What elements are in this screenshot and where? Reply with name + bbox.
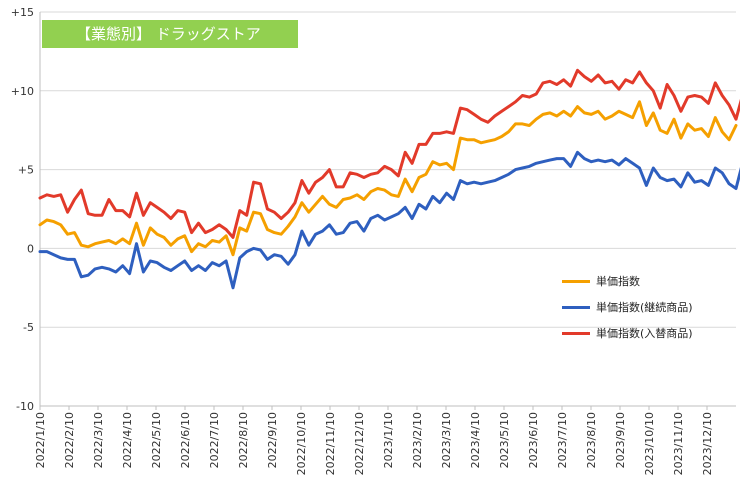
x-tick-label: 2023/7/10 <box>556 412 569 468</box>
chart-title: 【業態別】 ドラッグストア <box>42 20 298 48</box>
series-line <box>38 68 740 239</box>
y-tick-label: -10 <box>16 400 34 413</box>
x-tick-label: 2023/6/10 <box>527 412 540 468</box>
x-tick-label: 2023/11/10 <box>672 412 685 475</box>
legend-item-replaced-products: 単価指数(入替商品) <box>562 320 740 346</box>
x-tick-label: 2022/2/10 <box>63 412 76 468</box>
legend-swatch <box>562 279 590 283</box>
x-tick-label: 2022/5/10 <box>150 412 163 468</box>
x-tick-label: 2022/7/10 <box>208 412 221 468</box>
legend-label: 単価指数(入替商品) <box>596 327 693 340</box>
x-tick-label: 2023/5/10 <box>498 412 511 468</box>
x-tick-label: 2023/12/10 <box>701 412 714 475</box>
grid-lines <box>40 11 736 407</box>
x-tick-label: 2023/4/10 <box>469 412 482 468</box>
y-axis: -10 -5 0 +5 +10 +15 <box>11 6 41 413</box>
series-line <box>38 100 738 257</box>
series-lines <box>38 68 740 290</box>
y-tick-label: +15 <box>11 6 34 19</box>
x-tick-label: 2022/10/10 <box>295 412 308 475</box>
x-tick-label: 2022/1/10 <box>34 412 47 468</box>
x-tick-label: 2022/8/10 <box>237 412 250 468</box>
x-tick-label: 2022/12/10 <box>353 412 366 475</box>
legend-item-continuing-products: 単価指数(継続商品) <box>562 294 740 320</box>
legend-swatch <box>562 305 590 309</box>
x-tick-label: 2023/1/10 <box>382 412 395 468</box>
legend-swatch <box>562 331 590 335</box>
y-tick-label: +5 <box>18 164 34 177</box>
x-tick-label: 2022/9/10 <box>266 412 279 468</box>
x-tick-label: 2022/4/10 <box>121 412 134 468</box>
x-tick-label: 2023/3/10 <box>440 412 453 468</box>
series-line <box>38 150 740 290</box>
x-axis: 2022/1/10 2022/2/10 2022/3/10 2022/4/10 2022… <box>34 405 736 475</box>
x-tick-label: 2022/11/10 <box>324 412 337 475</box>
x-tick-label: 2023/9/10 <box>614 412 627 468</box>
legend-item-unit-price-index: 単価指数 <box>562 268 740 294</box>
x-tick-label: 2023/10/10 <box>643 412 656 475</box>
y-tick-label: -5 <box>23 321 34 334</box>
x-tick-label: 2022/6/10 <box>179 412 192 468</box>
legend: 単価指数 単価指数(継続商品) 単価指数(入替商品) <box>562 268 740 346</box>
x-tick-label: 2023/8/10 <box>585 412 598 468</box>
y-tick-label: +10 <box>11 85 34 98</box>
x-tick-label: 2023/2/10 <box>411 412 424 468</box>
legend-label: 単価指数 <box>596 275 640 288</box>
y-tick-label: 0 <box>27 242 34 255</box>
x-tick-label: 2022/3/10 <box>92 412 105 468</box>
legend-label: 単価指数(継続商品) <box>596 301 693 314</box>
